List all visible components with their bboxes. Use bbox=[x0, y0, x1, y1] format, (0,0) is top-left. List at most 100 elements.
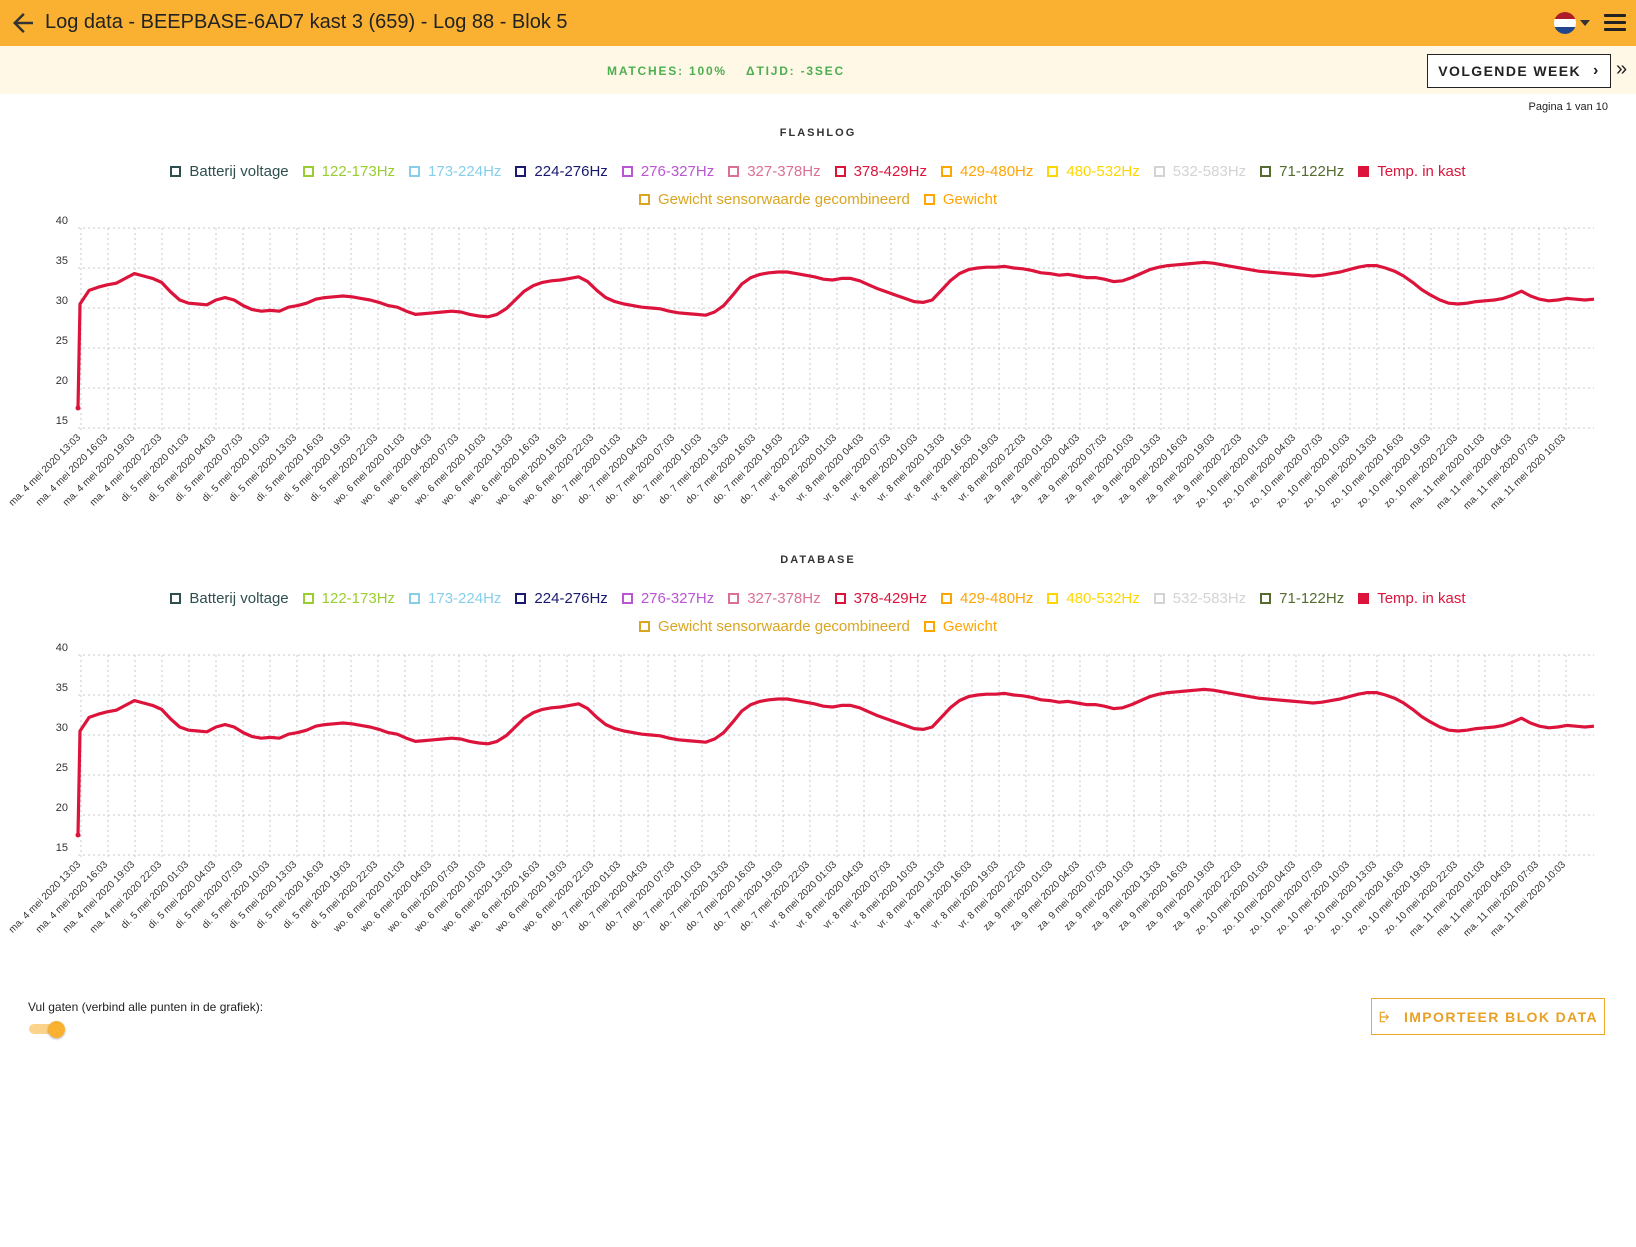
next-week-label: VOLGENDE WEEK bbox=[1438, 63, 1581, 79]
legend-label: 378-429Hz bbox=[853, 590, 927, 607]
legend-item[interactable]: 224-276Hz bbox=[515, 158, 608, 185]
legend-label: 173-224Hz bbox=[428, 163, 502, 180]
legend-label: 327-378Hz bbox=[747, 590, 821, 607]
legend-swatch bbox=[1260, 166, 1272, 177]
temp-series-point bbox=[75, 405, 81, 411]
language-dropdown-caret-icon[interactable] bbox=[1580, 20, 1590, 26]
legend-item[interactable]: Temp. in kast bbox=[1358, 158, 1466, 185]
legend-item[interactable]: 122-173Hz bbox=[302, 158, 396, 185]
import-block-data-button[interactable]: IMPORTEER BLOK DATA bbox=[1371, 998, 1605, 1035]
legend-label: 532-583Hz bbox=[1172, 590, 1247, 607]
legend-swatch bbox=[834, 593, 846, 604]
legend-item[interactable]: 480-532Hz bbox=[1047, 585, 1140, 612]
legend-item[interactable]: 71-122Hz bbox=[1260, 158, 1344, 185]
y-tick-label: 35 bbox=[56, 255, 68, 267]
legend-label: 224-276Hz bbox=[534, 163, 608, 180]
legend-item[interactable]: 532-583Hz bbox=[1153, 585, 1247, 612]
legend-label: Gewicht sensorwaarde gecombineerd bbox=[658, 618, 910, 635]
y-tick-label: 20 bbox=[56, 375, 68, 387]
back-arrow-icon[interactable] bbox=[8, 8, 38, 38]
y-tick-label: 25 bbox=[56, 335, 68, 347]
legend-label: 429-480Hz bbox=[959, 590, 1034, 607]
legend-item[interactable]: 173-224Hz bbox=[409, 585, 501, 612]
legend-item[interactable]: 327-378Hz bbox=[728, 585, 821, 612]
legend-swatch bbox=[621, 593, 633, 604]
legend-label: 276-327Hz bbox=[640, 163, 715, 180]
legend-label: Temp. in kast bbox=[1377, 163, 1466, 180]
y-tick-label: 25 bbox=[56, 762, 68, 774]
legend-label: Gewicht sensorwaarde gecombineerd bbox=[658, 191, 910, 208]
legend-item[interactable]: Temp. in kast bbox=[1358, 585, 1466, 612]
legend-label: 480-532Hz bbox=[1066, 163, 1140, 180]
database-chart-title: DATABASE bbox=[780, 554, 856, 566]
legend-item[interactable]: 122-173Hz bbox=[302, 585, 395, 612]
legend-item[interactable]: Gewicht sensorwaarde gecombineerd bbox=[639, 613, 910, 640]
legend-item[interactable]: 276-327Hz bbox=[621, 158, 715, 185]
legend-label: 224-276Hz bbox=[534, 590, 608, 607]
legend-swatch bbox=[834, 166, 846, 177]
legend-swatch bbox=[302, 166, 314, 177]
legend-label: 532-583Hz bbox=[1172, 163, 1247, 180]
legend-swatch bbox=[409, 593, 421, 604]
legend-item[interactable]: 429-480Hz bbox=[940, 158, 1033, 185]
legend-item[interactable]: 378-429Hz bbox=[834, 585, 927, 612]
legend-label: 122-173Hz bbox=[321, 163, 396, 180]
legend-item[interactable]: Gewicht sensorwaarde gecombineerd bbox=[639, 186, 910, 213]
y-tick-label: 40 bbox=[56, 215, 68, 227]
toggle-track bbox=[29, 1024, 63, 1034]
y-tick-label: 40 bbox=[56, 642, 68, 654]
double-chevron-right-icon[interactable]: » bbox=[1616, 58, 1628, 80]
legend-swatch bbox=[1358, 166, 1370, 177]
y-tick-label: 30 bbox=[56, 295, 68, 307]
legend-swatch bbox=[1047, 166, 1059, 177]
y-tick-label: 20 bbox=[56, 802, 68, 814]
legend-item[interactable]: 173-224Hz bbox=[409, 158, 501, 185]
legend-item[interactable]: 71-122Hz bbox=[1260, 585, 1344, 612]
legend-item[interactable]: Batterij voltage bbox=[170, 585, 289, 612]
language-flag-icon[interactable] bbox=[1554, 12, 1576, 34]
legend-item[interactable]: 327-378Hz bbox=[728, 158, 821, 185]
legend-swatch bbox=[409, 166, 421, 177]
summary-bar: MATCHES: 100% ΔTIJD: -3SEC bbox=[0, 46, 1636, 94]
legend-swatch bbox=[621, 166, 633, 177]
legend-swatch bbox=[940, 593, 952, 604]
legend-swatch bbox=[170, 166, 182, 177]
legend-swatch bbox=[923, 194, 935, 205]
legend-item[interactable]: 378-429Hz bbox=[834, 158, 927, 185]
legend-swatch bbox=[728, 166, 740, 177]
legend-swatch bbox=[515, 593, 527, 604]
legend-item[interactable]: Gewicht bbox=[923, 613, 997, 640]
legend-item[interactable]: 480-532Hz bbox=[1047, 158, 1140, 185]
page-title: Log data - BEEPBASE-6AD7 kast 3 (659) - … bbox=[45, 11, 568, 33]
legend-swatch bbox=[923, 621, 935, 632]
next-week-button[interactable]: VOLGENDE WEEK › bbox=[1427, 54, 1611, 88]
legend-item[interactable]: 532-583Hz bbox=[1153, 158, 1247, 185]
page-indicator: Pagina 1 van 10 bbox=[1528, 101, 1608, 113]
legend-swatch bbox=[515, 166, 527, 177]
import-icon bbox=[1379, 1011, 1390, 1022]
hamburger-menu-icon[interactable] bbox=[1604, 14, 1626, 32]
legend-label: 71-122Hz bbox=[1279, 163, 1345, 180]
toggle-knob bbox=[48, 1021, 65, 1038]
fill-gaps-toggle[interactable] bbox=[29, 1021, 65, 1038]
legend-item[interactable]: 224-276Hz bbox=[515, 585, 608, 612]
legend-item[interactable]: Batterij voltage bbox=[170, 158, 289, 185]
legend-swatch bbox=[302, 593, 314, 604]
fill-gaps-label: Vul gaten (verbind alle punten in de gra… bbox=[28, 1000, 264, 1014]
match-summary: MATCHES: 100% ΔTIJD: -3SEC bbox=[0, 64, 1452, 78]
legend-label: Temp. in kast bbox=[1377, 590, 1466, 607]
legend-label: Batterij voltage bbox=[189, 163, 289, 180]
y-tick-label: 30 bbox=[56, 722, 68, 734]
matches-text: MATCHES: 100% bbox=[607, 64, 727, 78]
legend-swatch bbox=[1260, 593, 1272, 604]
legend-label: 71-122Hz bbox=[1279, 590, 1345, 607]
temp-series-line bbox=[76, 260, 1595, 409]
legend-item[interactable]: 429-480Hz bbox=[940, 585, 1034, 612]
legend-item[interactable]: Gewicht bbox=[923, 186, 997, 213]
legend-item[interactable]: 276-327Hz bbox=[621, 585, 714, 612]
flashlog-chart-title: FLASHLOG bbox=[779, 127, 857, 139]
legend-swatch bbox=[170, 593, 182, 604]
legend-swatch bbox=[1153, 166, 1165, 177]
